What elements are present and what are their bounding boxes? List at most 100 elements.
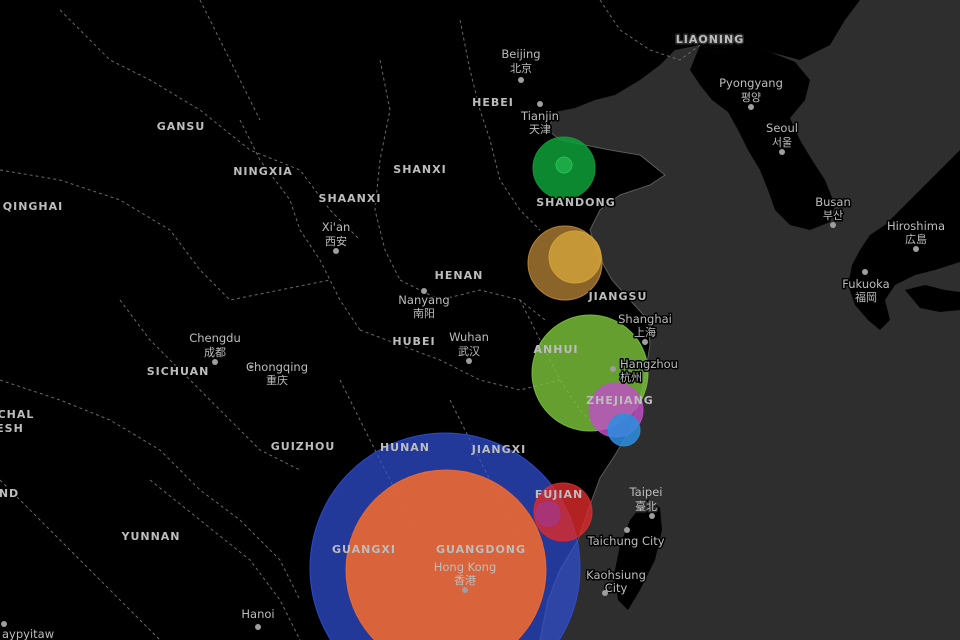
province-label-esh: ESH [0, 422, 24, 435]
city-dot [248, 363, 254, 369]
city-name: Taichung City [586, 534, 664, 548]
province-label-sichuan: SICHUAN [147, 365, 210, 378]
city-chongqing[interactable]: Chongqing 重庆 [244, 359, 309, 389]
city-seoul[interactable]: Seoul 서울 [765, 120, 799, 155]
label-layer: GANSU NINGXIA QINGHAI SHANXI SHAANXI HEB… [0, 32, 947, 640]
city-local-name: 成都 [204, 346, 226, 359]
city-name: Hangzhou [620, 357, 678, 371]
city-name: Busan [815, 195, 851, 209]
city-local-name: 重庆 [266, 373, 288, 387]
province-label-jiangsu: JIANGSU [588, 290, 648, 303]
taiwan-land [614, 498, 662, 610]
city-name: Chengdu [189, 331, 241, 345]
city-dot [421, 288, 427, 294]
city-local-name: 杭州 [620, 370, 642, 384]
city-local-name: 평양 [741, 91, 761, 104]
city-local-name: 香港 [454, 574, 476, 587]
city-name: Fukuoka [842, 277, 889, 291]
city-hanoi[interactable]: Hanoi [240, 606, 276, 630]
city-busan[interactable]: Busan 부산 [814, 194, 852, 228]
city-dot [913, 246, 919, 252]
city-local-name: 부산 [823, 209, 843, 222]
province-label-hubei: HUBEI [392, 335, 435, 348]
city-tianjin[interactable]: Tianjin 天津 [519, 101, 560, 138]
city-name: aypyitaw [2, 627, 54, 640]
city-dot [649, 513, 655, 519]
city-naypyitaw[interactable]: aypyitaw [1, 621, 56, 640]
city-beijing[interactable]: Beijing 北京 [500, 46, 542, 83]
province-label-chal: CHAL [0, 408, 34, 421]
bubble-layer [309, 136, 649, 640]
city-local-name: 西安 [325, 234, 347, 248]
city-dot [862, 269, 868, 275]
city-taipei[interactable]: Taipei 臺北 [627, 484, 664, 519]
city-dot [602, 590, 608, 596]
city-dot [830, 222, 836, 228]
city-name: Taipei [629, 485, 663, 499]
city-xian[interactable]: Xi'an 西安 [320, 219, 352, 254]
bubble-red-fujian[interactable] [533, 482, 593, 542]
bubble-blue-small[interactable] [607, 413, 641, 447]
city-pyongyang[interactable]: Pyongyang 평양 [718, 75, 784, 110]
city-name: Chongqing [246, 360, 308, 374]
city-name: Beijing [501, 47, 540, 61]
city-dot [1, 621, 7, 627]
city-local-name: 上海 [634, 325, 656, 339]
city-fukuoka[interactable]: Fukuoka 福岡 [841, 269, 891, 306]
city-name: Kaohsiung [586, 568, 646, 582]
city-name: Wuhan [449, 330, 489, 344]
bubble-gold-jiangsu[interactable] [548, 230, 602, 284]
city-name: Pyongyang [719, 76, 783, 90]
city-hangzhou[interactable]: Hangzhou 杭州 [610, 356, 679, 386]
city-name: Tianjin [520, 109, 559, 123]
city-dot [642, 339, 648, 345]
city-local-name: City [605, 581, 628, 595]
city-dot [255, 624, 261, 630]
province-label-shandong: SHANDONG [536, 196, 616, 209]
city-hong-kong[interactable]: Hong Kong 香港 [434, 560, 497, 593]
province-label-yunnan: YUNNAN [120, 530, 180, 543]
city-nanyang[interactable]: Nanyang 南阳 [397, 288, 451, 322]
city-name: Hanoi [241, 607, 274, 621]
city-name: Hong Kong [434, 560, 497, 574]
city-dot [212, 359, 218, 365]
city-kaohsiung[interactable]: Kaohsiung City [585, 567, 648, 597]
province-label-jiangxi: JIANGXI [471, 443, 527, 456]
province-label-qinghai: QINGHAI [3, 200, 64, 213]
city-name: Shanghai [618, 312, 672, 326]
city-wuhan[interactable]: Wuhan 武汉 [448, 329, 490, 364]
province-label-guangdong: GUANGDONG [436, 543, 526, 556]
city-dot [466, 358, 472, 364]
city-local-name: 南阳 [413, 307, 435, 320]
province-label-henan: HENAN [435, 269, 484, 282]
province-label-anhui: ANHUI [534, 343, 579, 356]
city-dot [518, 77, 524, 83]
province-label-zhejiang: ZHEJIANG [586, 394, 654, 407]
city-name: Nanyang [398, 293, 449, 307]
city-name: Seoul [766, 121, 798, 135]
sea-area [540, 0, 960, 640]
coastline [539, 111, 666, 640]
city-shanghai[interactable]: Shanghai 上海 [617, 311, 673, 345]
city-hiroshima[interactable]: Hiroshima 広島 [885, 218, 947, 252]
city-local-name: 武汉 [458, 345, 480, 358]
province-label-fujian: FUJIAN [535, 488, 583, 501]
bubble-green-small[interactable] [555, 156, 573, 174]
city-local-name: 福岡 [855, 290, 877, 304]
province-label-nd: ND [0, 487, 19, 500]
province-label-liaoning: LIAONING [676, 33, 745, 46]
province-label-hebei: HEBEI [472, 96, 514, 109]
japan-land [848, 150, 960, 330]
city-dot [610, 366, 616, 372]
city-chengdu[interactable]: Chengdu 成都 [188, 330, 242, 365]
city-dot [779, 149, 785, 155]
bubble-purple-overlap[interactable] [535, 501, 561, 527]
city-local-name: 天津 [529, 123, 551, 136]
province-borders [0, 0, 701, 640]
korea-land [690, 40, 835, 230]
city-name: Hiroshima [887, 219, 945, 233]
bubble-orange-large[interactable] [345, 469, 547, 640]
city-dot [748, 104, 754, 110]
city-taichung[interactable]: Taichung City [585, 527, 666, 550]
